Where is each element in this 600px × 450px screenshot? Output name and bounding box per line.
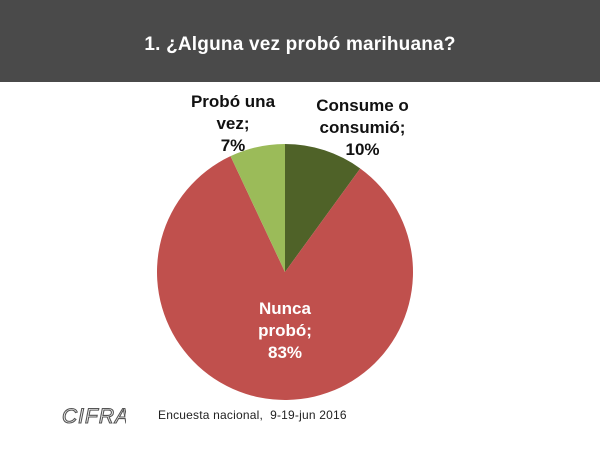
slice-label-probo: Probó una vez; 7%	[190, 92, 276, 155]
header-bar: 1. ¿Alguna vez probó marihuana?	[0, 0, 600, 82]
slice-label-consume: Consume o consumió; 10%	[316, 96, 409, 159]
pie-slice-nunca	[157, 156, 413, 401]
footer: CIFRA Encuesta nacional, 9-19-jun 2016	[0, 395, 600, 450]
pie-slice-probo	[230, 144, 285, 272]
cifra-logo-text: CIFRA	[62, 405, 126, 428]
survey-note: Encuesta nacional, 9-19-jun 2016	[158, 408, 347, 422]
page-title: 1. ¿Alguna vez probó marihuana?	[144, 34, 456, 55]
pie-slice-consume	[285, 144, 361, 272]
cifra-logo: CIFRA	[61, 404, 126, 428]
slice-label-nunca: Nunca probó; 83%	[258, 299, 312, 362]
